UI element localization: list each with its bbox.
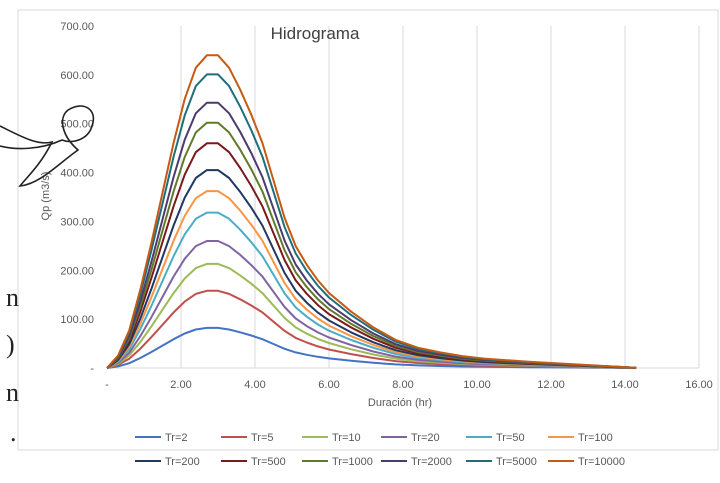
legend: Tr=2 Tr=5 Tr=10 Tr=20 Tr=50 Tr=100 Tr=200 Tr=50… <box>135 432 625 468</box>
y-tick-label: 400.00 <box>60 168 94 180</box>
x-tick-label: 2.00 <box>170 379 191 391</box>
legend-label: Tr=2 <box>165 432 188 444</box>
legend-label: Tr=20 <box>411 432 440 444</box>
x-tick-label: - <box>105 379 109 391</box>
y-tick-label: 700.00 <box>60 21 94 33</box>
x-tick-label: 6.00 <box>318 379 339 391</box>
x-tick-label: 12.00 <box>537 379 565 391</box>
x-tick-label: 10.00 <box>463 379 491 391</box>
x-tick-label: 14.00 <box>611 379 639 391</box>
chart-frame <box>17 9 719 451</box>
y-tick-label: 300.00 <box>60 216 94 228</box>
y-tick-label: 100.00 <box>60 314 94 326</box>
series-line-tr-10000 <box>106 54 637 369</box>
y-axis-label: Qp (m3/s) <box>40 172 52 221</box>
side-text-4: . <box>10 418 17 447</box>
chart-title: Hidrograma <box>271 24 360 43</box>
legend-label: Tr=200 <box>165 456 200 468</box>
side-text-1: n <box>6 283 19 312</box>
axes: Hidrograma Duración (hr) Qp (m3/s) - 2.00… <box>40 21 713 409</box>
legend-label: Tr=100 <box>578 432 613 444</box>
x-tick-label: 8.00 <box>392 379 413 391</box>
y-tick-label: 500.00 <box>60 119 94 131</box>
legend-label: Tr=10 <box>332 432 361 444</box>
legend-label: Tr=2000 <box>411 456 452 468</box>
scribble-annotation <box>0 105 95 187</box>
y-tick-label: - <box>90 363 94 375</box>
legend-label: Tr=500 <box>251 456 286 468</box>
x-tick-label: 4.00 <box>244 379 265 391</box>
y-tick-label: 600.00 <box>60 70 94 82</box>
legend-label: Tr=10000 <box>578 456 625 468</box>
legend-label: Tr=1000 <box>332 456 373 468</box>
x-tick-label: 16.00 <box>685 379 713 391</box>
side-text-3: n <box>6 378 19 407</box>
plot-area <box>106 54 637 369</box>
legend-label: Tr=5000 <box>496 456 537 468</box>
y-tick-label: 200.00 <box>60 265 94 277</box>
legend-label: Tr=5 <box>251 432 274 444</box>
side-text-2: ) <box>6 330 15 359</box>
x-axis-label: Duración (hr) <box>368 397 432 409</box>
legend-label: Tr=50 <box>496 432 525 444</box>
